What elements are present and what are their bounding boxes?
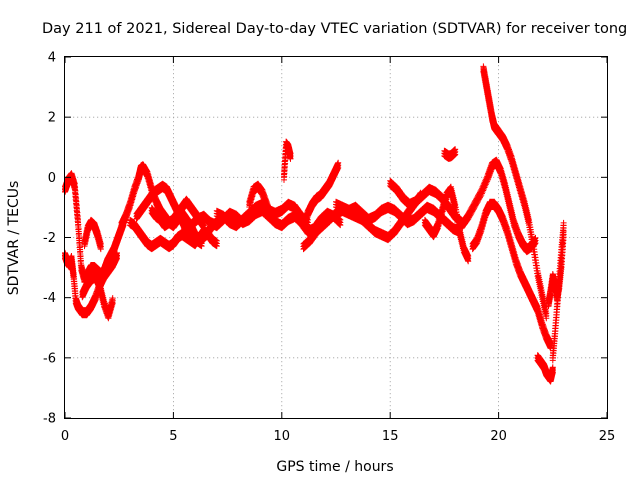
plus-markers [81, 216, 104, 253]
x-tick-label: 25 [599, 429, 616, 444]
plus-markers [534, 352, 556, 385]
y-tick-label: -2 [43, 231, 56, 246]
series-track-l [281, 138, 294, 183]
plus-markers [281, 138, 294, 183]
series-track-d [81, 216, 104, 253]
y-tick-label: -4 [43, 291, 56, 306]
tick-layer: 0 5 10 15 20 25 -8 -6 -4 -2 0 2 4 [43, 51, 615, 445]
series-track-m [300, 159, 342, 232]
plus-markers [441, 146, 459, 162]
series-track-t [480, 63, 550, 322]
plus-markers [458, 156, 539, 256]
x-tick-label: 5 [169, 429, 177, 444]
plus-markers [549, 219, 567, 364]
x-tick-label: 15 [382, 429, 399, 444]
x-tick-label: 10 [274, 429, 291, 444]
series-track-v [534, 352, 556, 385]
series-track-r [441, 146, 459, 162]
y-tick-label: -6 [43, 351, 56, 366]
plus-markers [333, 198, 463, 238]
plus-markers [79, 271, 116, 322]
series-track-s [458, 156, 539, 256]
plus-markers [480, 63, 550, 322]
series-track-o [333, 198, 463, 238]
plus-markers [469, 198, 554, 352]
plus-markers [421, 183, 472, 265]
series-track-x [549, 219, 567, 364]
x-tick-label: 0 [61, 429, 69, 444]
y-tick-label: 0 [48, 171, 56, 186]
x-tick-label: 20 [490, 429, 507, 444]
plot-frame [64, 56, 608, 419]
data-layer [62, 63, 567, 385]
y-tick-label: 2 [48, 111, 56, 126]
plus-markers [300, 159, 342, 232]
plus-markers [246, 180, 274, 222]
series-track-c [79, 271, 116, 322]
series-track-k [246, 180, 274, 222]
chart-title: Day 211 of 2021, Sidereal Day-to-day VTE… [42, 21, 627, 37]
x-axis-label: GPS time / hours [276, 459, 393, 475]
series-track-u [469, 198, 554, 352]
y-tick-label: 4 [48, 51, 56, 66]
series-track-q [421, 183, 472, 265]
y-axis-label: SDTVAR / TECUs [6, 181, 22, 296]
y-tick-label: -8 [43, 412, 56, 427]
